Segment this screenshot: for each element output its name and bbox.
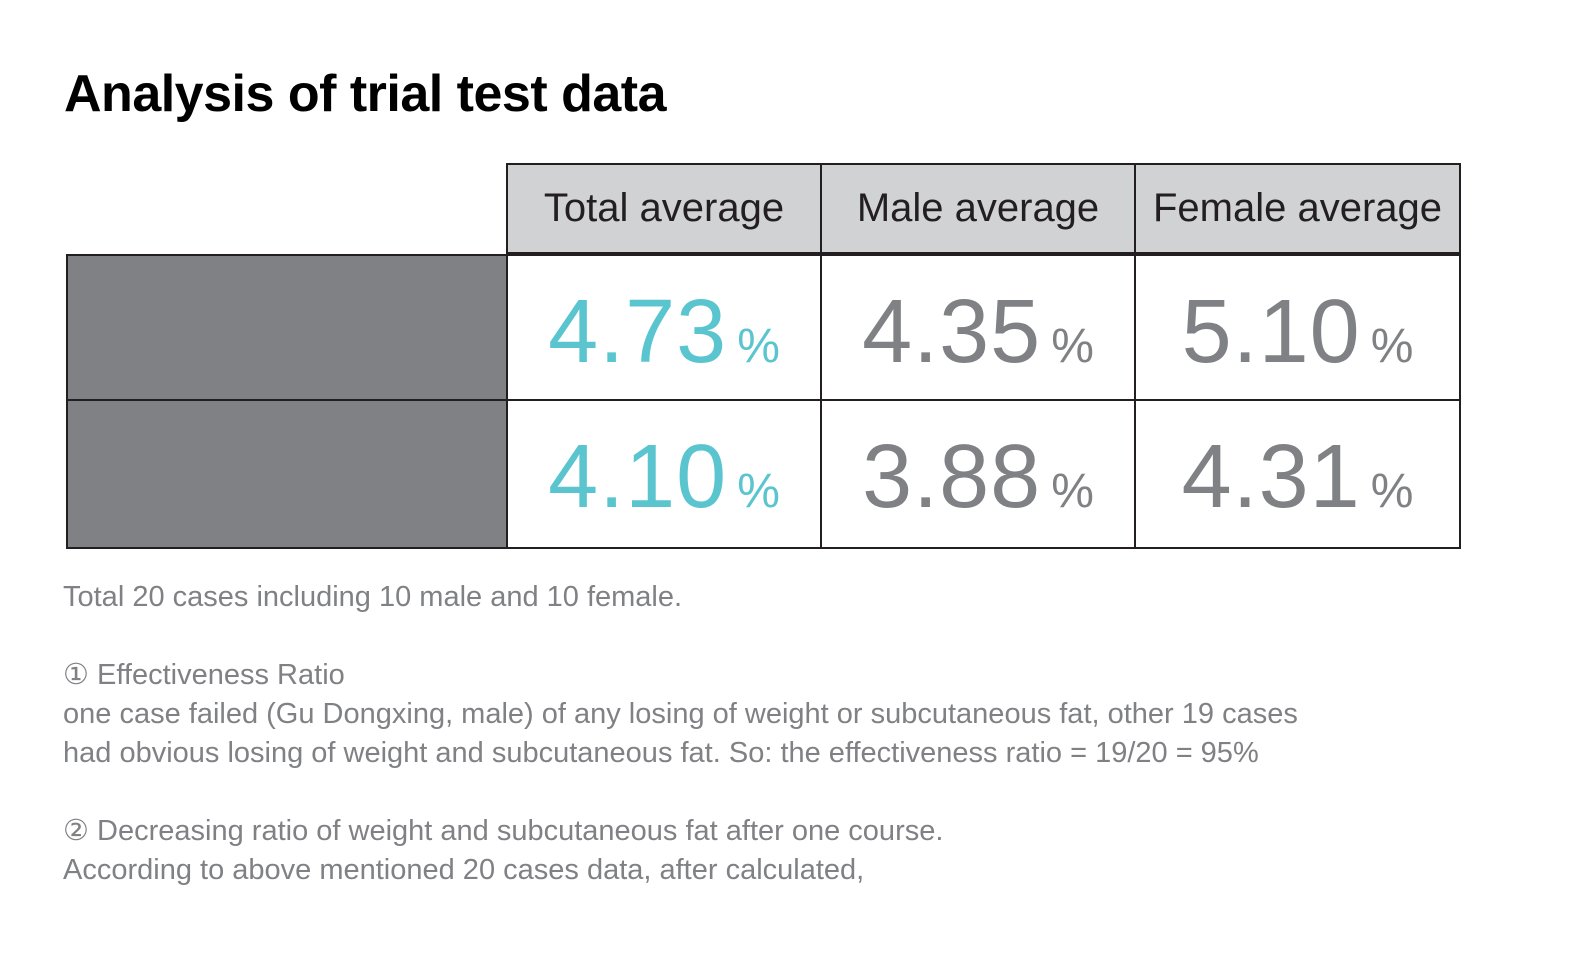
header-total-average: Total average	[506, 163, 822, 254]
spacer	[63, 773, 1563, 812]
value-number: 3.88	[862, 427, 1042, 527]
cell-row2-male: 3.88 %	[820, 399, 1136, 549]
item2-heading: ② Decreasing ratio of weight and subcuta…	[63, 815, 944, 847]
spacer	[63, 617, 1563, 656]
page-title: Analysis of trial test data	[64, 65, 667, 123]
header-female-average: Female average	[1134, 163, 1461, 254]
cell-row2-female: 4.31 %	[1134, 399, 1461, 549]
value-unit: %	[737, 465, 780, 518]
cell-row2-total: 4.10 %	[506, 399, 822, 549]
row-label-1	[66, 254, 508, 401]
item1-text-line2: had obvious losing of weight and subcuta…	[63, 737, 1259, 769]
value-unit: %	[1051, 320, 1094, 373]
value-unit: %	[737, 320, 780, 373]
header-male-average: Male average	[820, 163, 1136, 254]
item1-heading: ① Effectiveness Ratio	[63, 659, 345, 691]
value-number: 4.10	[548, 427, 728, 527]
item1-text-line1: one case failed (Gu Dongxing, male) of a…	[63, 698, 1298, 730]
value-unit: %	[1370, 320, 1414, 373]
cell-row1-female: 5.10 %	[1134, 254, 1461, 401]
row-label-2	[66, 399, 508, 549]
value-number: 4.35	[862, 282, 1042, 382]
value-unit: %	[1370, 465, 1414, 518]
item2-text-line1: According to above mentioned 20 cases da…	[63, 854, 865, 886]
cell-row1-total: 4.73 %	[506, 254, 822, 401]
value-number: 5.10	[1181, 282, 1361, 382]
value-unit: %	[1051, 465, 1094, 518]
notes-section: Total 20 cases including 10 male and 10 …	[63, 578, 1563, 890]
value-number: 4.31	[1181, 427, 1361, 527]
value-number: 4.73	[548, 282, 728, 382]
summary-text: Total 20 cases including 10 male and 10 …	[63, 581, 683, 613]
cell-row1-male: 4.35 %	[820, 254, 1136, 401]
